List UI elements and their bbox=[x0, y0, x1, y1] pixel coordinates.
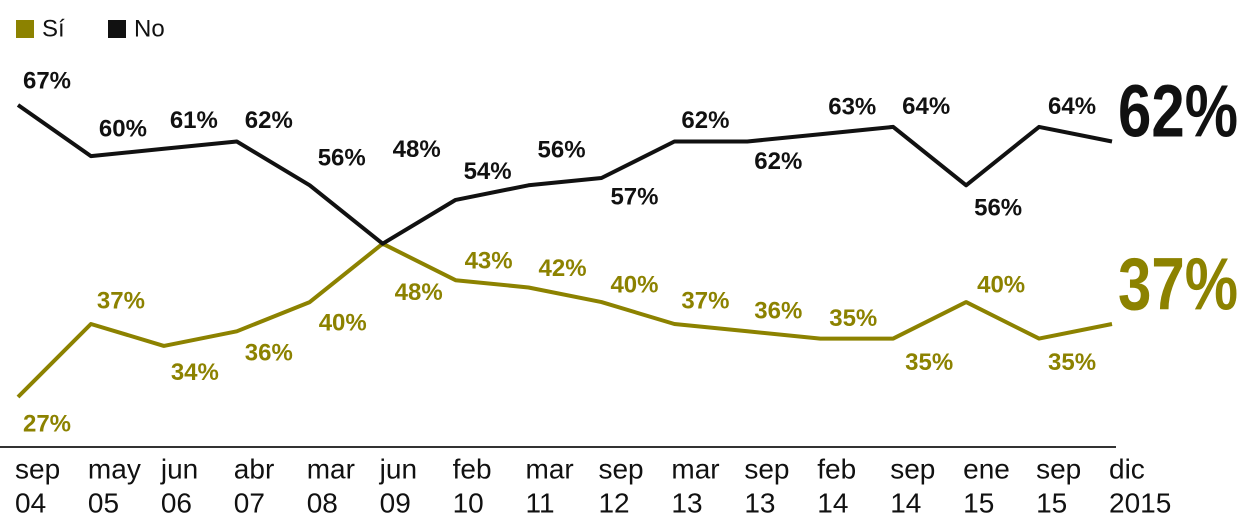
x-tick-label: mar bbox=[671, 453, 719, 484]
x-tick-label: sep bbox=[890, 453, 935, 484]
x-tick-label: 13 bbox=[744, 487, 775, 518]
x-tick-label: 13 bbox=[671, 487, 702, 518]
x-tick-label: 11 bbox=[526, 487, 555, 518]
x-tick-label: 09 bbox=[380, 487, 411, 518]
x-tick-label: 10 bbox=[453, 487, 484, 518]
value-label: 40% bbox=[977, 271, 1025, 298]
end-value-label: 62% bbox=[1118, 70, 1238, 153]
value-label: 64% bbox=[1048, 93, 1096, 120]
value-label: 35% bbox=[905, 349, 953, 376]
value-label: 62% bbox=[681, 107, 729, 134]
x-tick-label: sep bbox=[1036, 453, 1081, 484]
value-label: 42% bbox=[539, 255, 587, 282]
value-label: 27% bbox=[23, 410, 71, 437]
value-label: 56% bbox=[974, 195, 1022, 222]
x-tick-label: 14 bbox=[890, 487, 921, 518]
value-label: 64% bbox=[902, 93, 950, 120]
value-label: 63% bbox=[828, 94, 876, 121]
value-label: 35% bbox=[1048, 349, 1096, 376]
x-tick-label: mar bbox=[307, 453, 355, 484]
x-tick-label: sep bbox=[744, 453, 789, 484]
value-label: 35% bbox=[829, 305, 877, 332]
x-tick-label: abr bbox=[234, 453, 274, 484]
x-tick-label: 04 bbox=[15, 487, 46, 518]
x-tick-label: 07 bbox=[234, 487, 265, 518]
end-value-label: 37% bbox=[1118, 243, 1238, 326]
x-tick-label: 06 bbox=[161, 487, 192, 518]
x-tick-label: feb bbox=[453, 453, 492, 484]
x-tick-label: 08 bbox=[307, 487, 338, 518]
value-label: 48% bbox=[395, 279, 443, 306]
value-label: 62% bbox=[245, 107, 293, 134]
value-label: 36% bbox=[245, 340, 293, 367]
x-tick-label: feb bbox=[817, 453, 856, 484]
x-tick-label: mar bbox=[526, 453, 574, 484]
x-tick-label: ene bbox=[963, 453, 1010, 484]
value-label: 61% bbox=[170, 107, 218, 134]
value-label: 40% bbox=[319, 309, 367, 336]
legend-label: No bbox=[134, 15, 165, 42]
value-label: 60% bbox=[99, 115, 147, 142]
value-label: 40% bbox=[610, 271, 658, 298]
x-tick-label: dic bbox=[1109, 453, 1145, 484]
value-label: 37% bbox=[97, 287, 145, 314]
value-label: 62% bbox=[754, 148, 802, 175]
x-tick-label: 15 bbox=[963, 487, 994, 518]
value-label: 67% bbox=[23, 67, 71, 94]
line-series bbox=[16, 241, 1113, 399]
x-tick-label: sep bbox=[598, 453, 643, 484]
x-tick-label: 14 bbox=[817, 487, 848, 518]
value-label: 43% bbox=[465, 248, 513, 275]
value-label: 48% bbox=[393, 136, 441, 163]
value-label: 56% bbox=[538, 137, 586, 164]
x-tick-label: 15 bbox=[1036, 487, 1067, 518]
value-label: 37% bbox=[681, 287, 729, 314]
x-tick-label: 12 bbox=[598, 487, 629, 518]
x-tick-label: jun bbox=[379, 453, 417, 484]
x-tick-label: sep bbox=[15, 453, 60, 484]
x-tick-label: jun bbox=[160, 453, 198, 484]
x-tick-label: 2015 bbox=[1109, 487, 1171, 518]
value-label: 34% bbox=[171, 359, 219, 386]
legend-swatch bbox=[16, 20, 34, 38]
value-label: 36% bbox=[754, 298, 802, 325]
x-tick-label: may bbox=[88, 453, 141, 484]
value-label: 56% bbox=[318, 145, 366, 172]
legend-label: Sí bbox=[42, 15, 65, 42]
line-series bbox=[16, 103, 1113, 246]
value-label: 57% bbox=[610, 183, 658, 210]
x-tick-label: 05 bbox=[88, 487, 119, 518]
legend-swatch bbox=[108, 20, 126, 38]
value-label: 54% bbox=[464, 158, 512, 185]
